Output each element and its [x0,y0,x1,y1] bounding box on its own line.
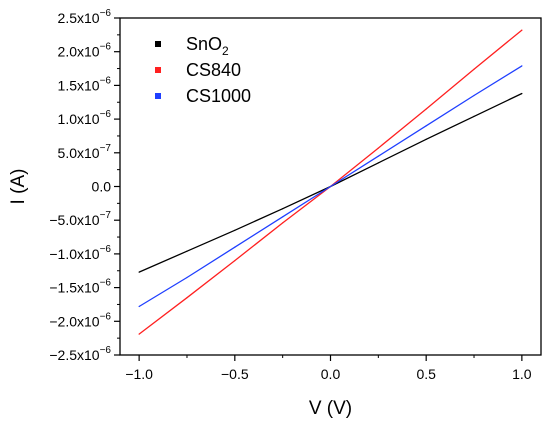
data-point [282,222,284,224]
series-layer [138,29,523,335]
y-tick-mantissa: −5.0x10 [49,212,99,228]
legend-swatch [155,41,161,47]
data-point [377,162,379,164]
y-tick-mantissa: 5.0x10 [58,145,100,161]
x-tick-label: −0.5 [221,366,249,382]
y-tick-exponent: −6 [100,75,112,86]
legend-label-text: SnO [186,34,222,54]
y-tick-mantissa: −1.5x10 [49,280,99,296]
x-tick-label: 0.5 [416,366,436,382]
plot-frame [119,17,542,356]
y-tick-exponent: −6 [100,278,112,289]
legend-swatch [155,93,161,99]
x-tick-label: 1.0 [512,366,532,382]
data-point [282,216,284,218]
y-tick-label: 0.0 [92,179,112,195]
y-tick-exponent: −6 [100,244,112,255]
y-tick-label: 1.0x10−6 [58,109,112,127]
series-line [138,92,523,273]
series-2 [138,65,523,308]
y-tick-exponent: −6 [100,8,112,19]
y-tick-label: 5.0x10−7 [58,143,112,161]
data-point [377,155,379,157]
y-tick-exponent: −7 [100,143,112,154]
data-point [234,246,236,248]
y-tick-mantissa: 2.0x10 [58,44,100,60]
data-point [473,94,475,97]
data-point [138,333,140,335]
legend-label: CS840 [186,60,241,80]
y-tick-label: 2.5x10−6 [58,8,112,26]
x-tick-label: −1.0 [125,366,153,382]
y-tick-exponent: −6 [100,109,112,120]
data-point [186,276,188,279]
data-point [186,297,188,299]
data-point [329,185,332,188]
legend-label-text: CS1000 [186,86,251,106]
data-point [473,115,475,118]
y-tick-exponent: −6 [100,311,112,322]
data-point [234,260,236,262]
y-tick-label: −2.0x10−6 [49,311,111,329]
y-tick-label: −5.0x10−7 [49,210,111,228]
y-tick-label: −1.0x10−6 [49,244,111,262]
y-tick-mantissa: −2.0x10 [49,313,99,329]
data-point [521,65,523,67]
data-point [282,208,284,210]
y-tick-label: −2.5x10−6 [49,345,111,363]
data-point [377,147,379,149]
y-tick-mantissa: −2.5x10 [49,347,99,363]
data-point [521,29,523,31]
y-tick-exponent: −6 [100,42,112,53]
y-tick-mantissa: 2.5x10 [58,10,100,26]
data-point [138,271,140,273]
y-tick-mantissa: 1.0x10 [58,111,100,127]
y-tick-label: 2.0x10−6 [58,42,112,60]
data-point [425,125,427,127]
legend-label: SnO2 [186,34,229,58]
y-tick-exponent: −7 [100,210,112,221]
legend-swatch [155,67,161,73]
legend-label-text: CS840 [186,60,241,80]
legend-label: CS1000 [186,86,251,106]
y-axis-title: I (A) [8,169,29,205]
data-point [521,92,523,95]
data-point [186,250,188,252]
y-tick-label: 1.5x10−6 [58,75,112,93]
data-point [425,108,427,110]
y-tick-mantissa: 0.0 [92,179,112,195]
data-point [425,138,427,140]
data-point [138,305,140,308]
y-tick-label: −1.5x10−6 [49,278,111,296]
x-tick-label: 0.0 [321,366,341,382]
x-axis-title: V (V) [309,398,352,419]
data-point [234,229,236,231]
y-tick-mantissa: 1.5x10 [58,77,100,93]
y-tick-mantissa: −1.0x10 [49,246,99,262]
data-point [473,68,475,70]
legend-label-subscript: 2 [222,44,229,58]
ticks-layer: −1.0 −0.5 0.0 0.5 1.02.5x10−62.0x10−61.5x10−… [49,8,531,382]
y-tick-exponent: −6 [100,345,112,356]
series-0 [138,92,523,273]
